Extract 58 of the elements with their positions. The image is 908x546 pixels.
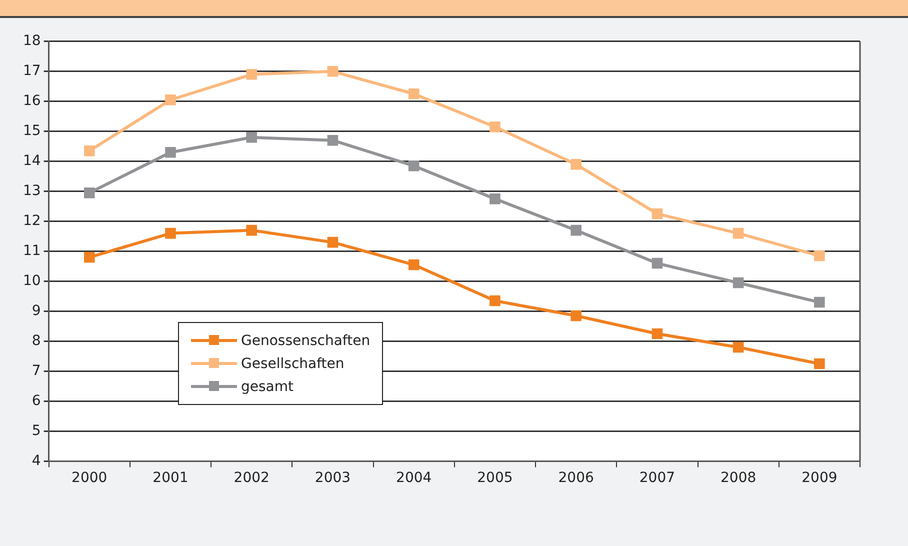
point (570, 310, 582, 322)
y-tick-label: 4 (32, 452, 41, 469)
x-tick-label: 2009 (802, 470, 838, 486)
y-tick-label: 13 (22, 182, 41, 199)
point (570, 224, 582, 236)
y-tick-label: 7 (32, 362, 41, 379)
y-tick-label: 8 (32, 332, 41, 349)
point (246, 132, 257, 143)
legend-label: Gesellschaften (241, 356, 344, 372)
point (84, 187, 95, 198)
point (327, 66, 338, 77)
point (814, 250, 825, 262)
point (490, 295, 500, 306)
point (814, 296, 825, 308)
y-tick-label: 17 (22, 63, 41, 80)
legend-label: gesamt (241, 378, 294, 394)
y-tick-label: 6 (32, 392, 41, 409)
y-tick-label: 12 (22, 212, 41, 229)
x-tick-label: 2007 (639, 470, 676, 486)
y-tick-label: 5 (32, 422, 41, 439)
point (490, 193, 500, 204)
point (814, 358, 825, 370)
x-tick-label: 2002 (234, 470, 270, 486)
point (165, 146, 176, 158)
point (408, 160, 420, 172)
x-tick-label: 2008 (720, 470, 756, 486)
y-tick-label: 15 (22, 123, 41, 139)
point (327, 236, 338, 248)
y-tick-label: 11 (22, 242, 41, 259)
point (246, 224, 257, 236)
point (408, 88, 420, 100)
legend-label: Genossenschaften (241, 332, 370, 348)
point (732, 228, 744, 239)
point (327, 134, 338, 146)
x-tick-label: 2006 (558, 470, 594, 486)
y-tick-label: 9 (32, 302, 41, 319)
point (732, 342, 744, 353)
point (408, 259, 420, 270)
point (84, 252, 95, 263)
y-tick-label: 16 (22, 93, 41, 110)
point (165, 228, 176, 239)
point (165, 94, 176, 106)
x-tick-label: 2000 (72, 470, 108, 486)
y-tick-label: 10 (22, 272, 41, 289)
point (652, 208, 663, 220)
point (246, 68, 257, 80)
x-tick-label: 2001 (152, 470, 188, 486)
point (570, 158, 582, 170)
point (84, 145, 95, 156)
point (652, 328, 663, 340)
x-tick-label: 2004 (396, 470, 432, 486)
x-tick-label: 2003 (314, 470, 351, 486)
x-tick-label: 2005 (477, 470, 513, 486)
point (732, 277, 744, 288)
y-tick-label: 18 (22, 33, 41, 50)
point (490, 121, 500, 132)
y-tick-label: 14 (22, 152, 41, 169)
point (652, 258, 663, 269)
